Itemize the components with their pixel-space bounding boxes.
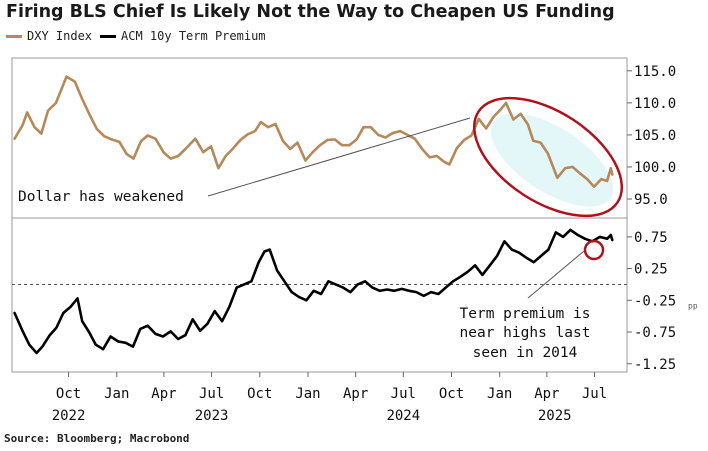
dxy-y-tick-label: 100.0 — [634, 160, 676, 176]
dollar-annotation-leader — [207, 117, 471, 197]
x-month-label: Apr — [151, 386, 176, 402]
dxy-y-tick-label: 115.0 — [634, 64, 676, 80]
legend-item-dxy: DXY Index — [6, 29, 92, 43]
highlight-band — [490, 113, 614, 207]
acm-y-tick-label: -0.25 — [634, 293, 676, 309]
x-month-label: Oct — [247, 386, 272, 402]
legend-label-dxy: DXY Index — [27, 29, 93, 43]
term-annotation-line1: Term premium is — [460, 306, 591, 322]
x-month-label: Apr — [343, 386, 368, 402]
legend: DXY Index ACM 10y Term Premium — [6, 29, 274, 43]
acm-series-line — [13, 228, 614, 355]
acm-axis: 0.75 0.25 -0.25 -0.75 -1.25 pp — [627, 230, 698, 373]
x-month-label: Jul — [391, 386, 416, 402]
term-annotation-leader — [527, 250, 585, 299]
x-year-label: 2024 — [386, 408, 420, 424]
annotations: Dollar has weakened Term premium is near… — [18, 96, 624, 361]
x-month-label: Jan — [295, 386, 320, 402]
dxy-highlight-fill — [490, 113, 614, 207]
acm-y-tick-label: -0.75 — [634, 325, 676, 341]
dxy-y-tick-label: 110.0 — [634, 96, 676, 112]
dxy-axis: 115.0 110.0 105.0 100.0 95.0 — [627, 64, 676, 208]
x-month-label: Jan — [487, 386, 512, 402]
dollar-annotation-text: Dollar has weakened — [18, 189, 184, 205]
chart-title: Firing BLS Chief Is Likely Not the Way t… — [6, 2, 615, 22]
x-month-label: Jul — [199, 386, 224, 402]
x-month-label: Jan — [104, 386, 129, 402]
legend-item-acm: ACM 10y Term Premium — [100, 29, 266, 43]
acm-axis-unit: pp — [688, 301, 698, 310]
term-annotation-line3: seen in 2014 — [473, 345, 578, 361]
acm-y-tick-label: 0.75 — [634, 230, 668, 246]
term-annotation-line2: near highs last — [460, 325, 591, 341]
plot-border — [11, 57, 628, 373]
x-month-label: Jul — [582, 386, 607, 402]
chart-frame — [11, 57, 628, 373]
x-year-label: 2025 — [538, 408, 572, 424]
x-month-label: Oct — [56, 386, 81, 402]
x-month-label: Apr — [534, 386, 559, 402]
acm-highlight-circle — [583, 239, 605, 261]
dxy-y-tick-label: 95.0 — [634, 192, 668, 208]
x-month-label: Oct — [439, 386, 464, 402]
legend-swatch-dxy — [6, 34, 22, 38]
dxy-series-line — [13, 75, 614, 189]
legend-swatch-acm — [100, 34, 117, 38]
dxy-highlight-ellipse — [472, 96, 624, 218]
x-axis: Oct Jan Apr Jul Oct Jan Apr Jul Oct Jan Apr Jul 2022… — [52, 372, 607, 424]
source-note: Source: Bloomberg; Macrobond — [4, 432, 190, 445]
acm-y-tick-label: 0.25 — [634, 262, 668, 278]
x-year-label: 2023 — [195, 408, 229, 424]
acm-y-tick-label: -1.25 — [634, 357, 676, 373]
dxy-y-tick-label: 105.0 — [634, 128, 676, 144]
legend-label-acm: ACM 10y Term Premium — [121, 29, 266, 43]
x-year-label: 2022 — [52, 408, 86, 424]
series-lines — [13, 75, 614, 355]
